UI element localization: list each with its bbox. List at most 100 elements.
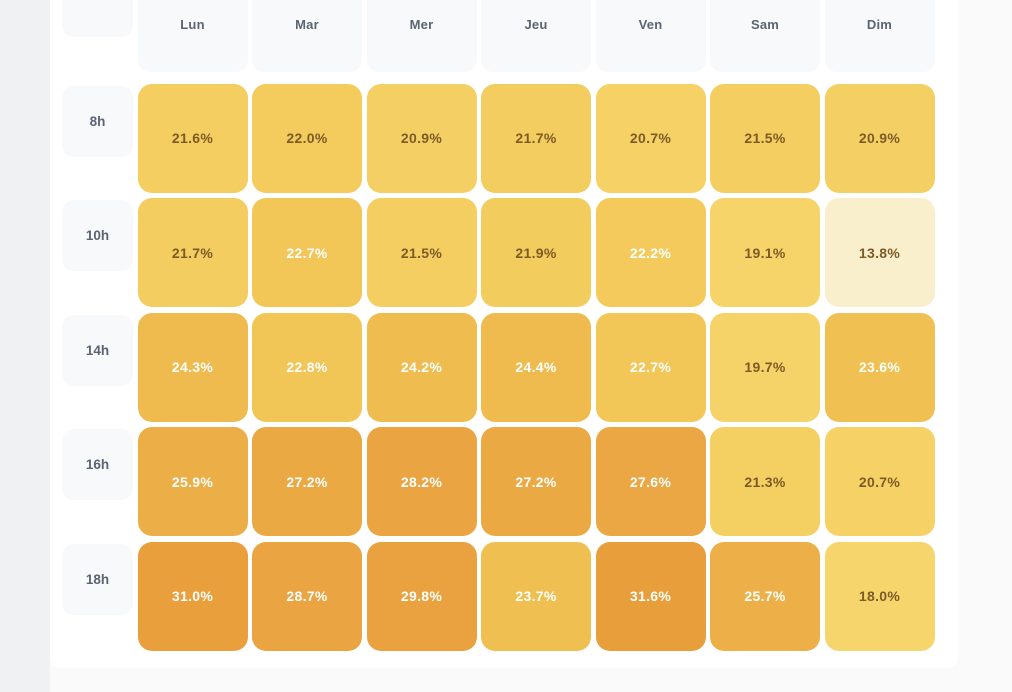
column-header-mar: Mar: [252, 0, 362, 72]
cell-value: 28.2%: [400, 473, 443, 490]
cell-value: 22.7%: [286, 244, 328, 261]
row-header-cell: 16h: [62, 427, 133, 536]
heatmap-cell[interactable]: 21.6%: [137, 83, 248, 193]
heatmap-cell[interactable]: 22.7%: [252, 198, 362, 307]
cell-value: 22.2%: [629, 244, 672, 261]
heatmap-cell[interactable]: 28.7%: [252, 541, 362, 651]
heatmap-grid: Lun Mar Mer Jeu Ven Sam Dim 8h 21.6% 22.0% 20.9% 21…: [62, 0, 935, 651]
page-left-gutter: [0, 0, 50, 692]
heatmap-cell[interactable]: 18.0%: [824, 541, 935, 651]
column-header-ven: Ven: [595, 0, 706, 72]
heatmap-cell[interactable]: 31.0%: [137, 541, 248, 651]
column-header-label: Mer: [409, 17, 434, 32]
row-header-cell: 8h: [62, 84, 133, 193]
heatmap-cell[interactable]: 29.8%: [366, 541, 477, 651]
column-header-label: Lun: [180, 17, 205, 32]
cell-value: 20.7%: [629, 130, 672, 146]
heatmap-cell[interactable]: 20.9%: [366, 83, 477, 193]
cell-value: 21.5%: [400, 244, 443, 261]
cell-value: 24.3%: [171, 359, 214, 375]
cell-value: 22.0%: [286, 130, 328, 146]
row-header-label: 14h: [85, 342, 110, 358]
cell-value: 13.8%: [858, 244, 901, 261]
heatmap-cell[interactable]: 24.2%: [366, 312, 477, 422]
cell-value: 27.2%: [515, 473, 557, 490]
cell-value: 18.0%: [858, 588, 901, 604]
heatmap-cell[interactable]: 22.7%: [595, 312, 706, 422]
row-header-label: 16h: [85, 457, 110, 472]
cell-value: 21.7%: [171, 244, 214, 261]
heatmap-cell[interactable]: 20.7%: [595, 83, 706, 193]
cell-value: 23.6%: [858, 359, 901, 375]
heatmap-cell[interactable]: 25.9%: [137, 427, 248, 536]
row-header-10h: 10h: [62, 200, 133, 271]
cell-value: 31.0%: [171, 588, 214, 604]
cell-value: 28.7%: [286, 588, 328, 604]
cell-value: 23.7%: [515, 588, 557, 604]
heatmap-cell[interactable]: 22.0%: [252, 83, 362, 193]
heatmap-cell[interactable]: 21.7%: [137, 198, 248, 307]
cell-value: 21.9%: [515, 244, 557, 261]
corner-tile: [62, 0, 133, 37]
cell-value: 27.6%: [629, 473, 672, 490]
row-header-cell: 14h: [62, 313, 133, 422]
heatmap-cell[interactable]: 20.7%: [824, 427, 935, 536]
cell-value: 19.1%: [744, 244, 786, 261]
row-header-8h: 8h: [62, 85, 133, 157]
heatmap-cell[interactable]: 21.3%: [710, 427, 820, 536]
cell-value: 20.9%: [858, 130, 901, 146]
heatmap-cell[interactable]: 21.7%: [481, 83, 591, 193]
cell-value: 25.9%: [171, 473, 214, 490]
heatmap-cell[interactable]: 21.9%: [481, 198, 591, 307]
cell-value: 22.8%: [286, 359, 328, 375]
column-header-label: Sam: [750, 17, 780, 32]
column-header-dim: Dim: [824, 0, 935, 72]
heatmap-cell[interactable]: 20.9%: [824, 83, 935, 193]
cell-value: 20.9%: [400, 130, 443, 146]
heatmap-cell[interactable]: 21.5%: [710, 83, 820, 193]
row-header-label: 10h: [85, 228, 110, 243]
heatmap-cell[interactable]: 19.7%: [710, 312, 820, 422]
heatmap-cell[interactable]: 19.1%: [710, 198, 820, 307]
row-header-label: 18h: [85, 571, 110, 587]
row-header-cell: 10h: [62, 198, 133, 307]
column-header-label: Dim: [866, 17, 893, 32]
cell-value: 21.3%: [744, 473, 786, 490]
heatmap-cell[interactable]: 23.6%: [824, 312, 935, 422]
column-header-mer: Mer: [366, 0, 477, 72]
heatmap-cell[interactable]: 24.4%: [481, 312, 591, 422]
cell-value: 31.6%: [629, 588, 672, 604]
column-header-label: Mar: [295, 17, 319, 32]
heatmap-cell[interactable]: 28.2%: [366, 427, 477, 536]
heatmap-cell[interactable]: 22.2%: [595, 198, 706, 307]
row-header-cell: 18h: [62, 542, 133, 651]
heatmap-cell[interactable]: 21.5%: [366, 198, 477, 307]
heatmap-cell[interactable]: 27.2%: [252, 427, 362, 536]
cell-value: 24.4%: [515, 359, 557, 375]
heatmap-cell[interactable]: 13.8%: [824, 198, 935, 307]
heatmap-cell[interactable]: 23.7%: [481, 541, 591, 651]
heatmap-cell[interactable]: 22.8%: [252, 312, 362, 422]
heatmap-cell[interactable]: 31.6%: [595, 541, 706, 651]
cell-value: 21.5%: [744, 130, 786, 146]
row-header-18h: 18h: [62, 543, 133, 615]
column-header-sam: Sam: [710, 0, 820, 72]
row-header-14h: 14h: [62, 314, 133, 386]
row-header-16h: 16h: [62, 429, 133, 500]
heatmap-cell[interactable]: 24.3%: [137, 312, 248, 422]
cell-value: 27.2%: [286, 473, 328, 490]
heatmap-cell[interactable]: 27.2%: [481, 427, 591, 536]
column-header-lun: Lun: [137, 0, 248, 72]
cell-value: 20.7%: [858, 473, 901, 490]
heatmap-cell[interactable]: 25.7%: [710, 541, 820, 651]
column-header-jeu: Jeu: [481, 0, 591, 72]
cell-value: 22.7%: [629, 359, 672, 375]
column-header-label: Ven: [638, 17, 663, 32]
cell-value: 21.6%: [171, 130, 214, 146]
cell-value: 29.8%: [400, 588, 443, 604]
heatmap-card: Lun Mar Mer Jeu Ven Sam Dim 8h 21.6% 22.0% 20.9% 21…: [50, 0, 958, 668]
column-header-label: Jeu: [524, 17, 548, 32]
row-header-label: 8h: [89, 113, 106, 129]
heatmap-cell[interactable]: 27.6%: [595, 427, 706, 536]
cell-value: 25.7%: [744, 588, 786, 604]
